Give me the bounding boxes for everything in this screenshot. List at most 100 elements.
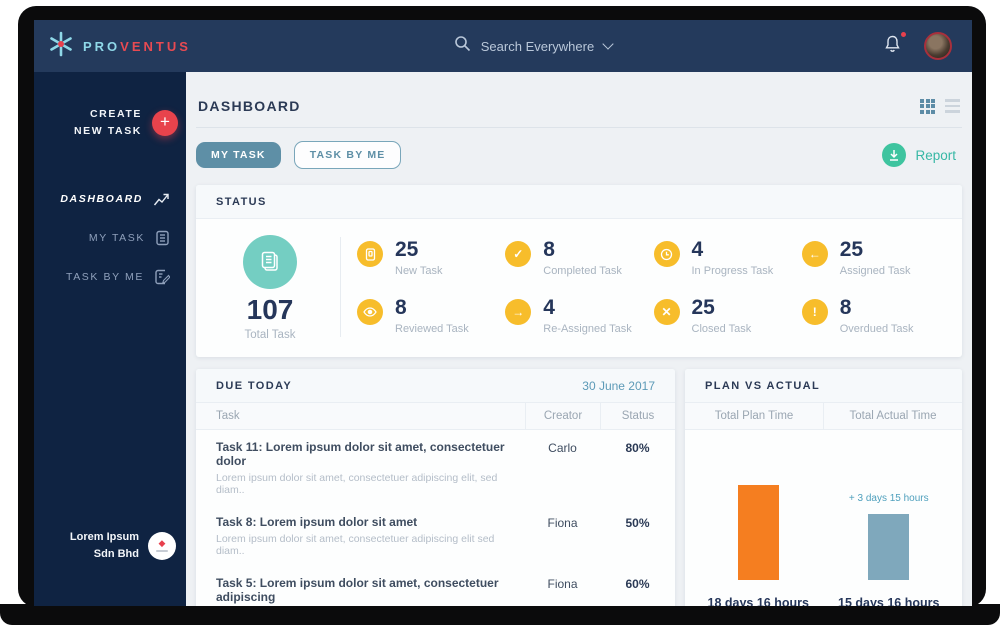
title-divider — [196, 127, 962, 128]
status-panel: STATUS 107 Total — [196, 185, 962, 357]
tab-task-by-me[interactable]: TASK BY ME — [293, 141, 402, 169]
topbar-right — [822, 31, 972, 60]
total-task-label: Total Task — [244, 329, 296, 341]
snowflake-logo-icon — [48, 31, 74, 62]
clock-icon — [653, 241, 680, 267]
bell-icon — [885, 35, 900, 52]
column-total-plan-time: Total Plan Time — [714, 410, 794, 422]
notifications-button[interactable] — [883, 31, 906, 59]
due-today-panel: DUE TODAY 30 June 2017 Task Creator Stat… — [196, 369, 675, 606]
company-account[interactable]: Lorem Ipsum Sdn Bhd ◆ — [70, 529, 176, 562]
task-creator: Fiona — [547, 577, 578, 591]
plan-vs-actual-panel: PLAN VS ACTUAL Total Plan Time Total Act… — [685, 369, 962, 606]
stat-reviewed-task: 8 Reviewed Task — [357, 297, 499, 335]
actual-time-value: 15 days 16 hours — [838, 596, 940, 606]
actual-column: + 3 days 15 hours 15 days 16 hours ✓ 35 … — [824, 458, 955, 606]
sidebar-item-label: MY TASK — [88, 231, 145, 244]
plus-icon[interactable]: + — [152, 110, 178, 137]
sidebar-item-label: TASK BY ME — [65, 270, 144, 283]
exclamation-icon: ! — [801, 299, 828, 325]
plan-time-value: 18 days 16 hours — [707, 596, 809, 606]
task-title: Task 11: Lorem ipsum dolor sit amet, con… — [216, 440, 505, 468]
trend-chart-icon — [153, 193, 169, 206]
global-search[interactable]: Search Everywhere — [244, 35, 822, 57]
notification-dot — [901, 31, 906, 37]
due-today-table-header: Task Creator Status — [196, 402, 675, 430]
column-creator: Creator — [525, 402, 600, 430]
arrow-right-icon: → — [505, 299, 532, 325]
report-label: Report — [915, 147, 956, 163]
plan-column: 18 days 16 hours ✓ 35 Task — [693, 458, 824, 606]
task-subtitle: Lorem ipsum dolor sit amet, consectetuer… — [216, 533, 495, 557]
chevron-down-icon — [602, 38, 614, 50]
badge-text-line — [156, 550, 168, 552]
body-row: CREATE NEW TASK + DASHBOARD MY TASK — [34, 72, 972, 606]
list-view-icon[interactable] — [945, 99, 960, 113]
main-content: DASHBOARD MY TASK TASK BY ME — [186, 72, 972, 606]
grid-view-icon[interactable] — [920, 98, 935, 114]
diamond-logo-icon: ◆ — [158, 538, 166, 548]
company-name: Lorem Ipsum Sdn Bhd — [69, 531, 139, 560]
actual-bar — [868, 514, 910, 580]
status-panel-title: STATUS — [216, 195, 267, 208]
task-title: Task 5: Lorem ipsum dolor sit amet, cons… — [216, 576, 499, 604]
eye-icon — [357, 299, 383, 325]
sidebar-item-task-by-me[interactable]: TASK BY ME — [34, 266, 170, 288]
company-badge[interactable]: ◆ — [148, 531, 176, 560]
stat-completed-task: ✓ 8 Completed Task — [505, 239, 647, 277]
column-total-actual-time: Total Actual Time — [823, 403, 962, 429]
task-creator: Carlo — [548, 441, 577, 455]
search-label: Search Everywhere — [480, 38, 595, 54]
total-task-block: 107 Total Task — [210, 233, 330, 341]
sidebar-item-dashboard[interactable]: DASHBOARD — [34, 189, 170, 210]
plan-vs-actual-columns: Total Plan Time Total Actual Time — [685, 403, 962, 430]
task-creator: Fiona — [547, 516, 578, 530]
close-icon: ✕ — [653, 299, 680, 325]
task-title: Task 8: Lorem ipsum dolor sit amet — [216, 515, 418, 529]
table-row[interactable]: Task 5: Lorem ipsum dolor sit amet, cons… — [196, 566, 675, 606]
tabs-row: MY TASK TASK BY ME Report — [196, 141, 962, 169]
page-title: DASHBOARD — [198, 98, 301, 114]
laptop-frame-bottom — [0, 604, 1000, 625]
due-today-title: DUE TODAY — [216, 379, 293, 392]
divider — [340, 237, 341, 337]
stat-re-assigned-task: → 4 Re-Assigned Task — [505, 297, 647, 335]
tab-my-task[interactable]: MY TASK — [196, 142, 281, 168]
table-row[interactable]: Task 11: Lorem ipsum dolor sit amet, con… — [196, 430, 675, 505]
time-delta-label: + 3 days 15 hours — [848, 493, 929, 504]
sidebar-item-label: DASHBOARD — [60, 193, 143, 206]
due-today-date[interactable]: 30 June 2017 — [582, 378, 655, 393]
document-icon — [357, 241, 383, 267]
plan-vs-actual-chart: 18 days 16 hours ✓ 35 Task + 3 days 15 h… — [685, 430, 962, 606]
download-icon — [882, 143, 907, 167]
status-stats-grid: 25 New Task ✓ 8 Completed Task — [357, 233, 944, 341]
document-edit-icon — [155, 269, 170, 284]
sidebar-item-my-task[interactable]: MY TASK — [34, 227, 170, 249]
arrow-left-icon: ← — [801, 241, 828, 267]
document-icon — [156, 230, 169, 245]
task-subtitle: Lorem ipsum dolor sit amet, consectetuer… — [216, 472, 498, 496]
create-new-task-button[interactable]: CREATE NEW TASK + — [34, 106, 186, 141]
sidebar-menu: DASHBOARD MY TASK TA — [34, 189, 186, 288]
task-status: 50% — [625, 516, 650, 530]
plan-vs-actual-title: PLAN VS ACTUAL — [705, 379, 821, 392]
stat-in-progress-task: 4 In Progress Task — [653, 239, 796, 277]
report-button[interactable]: Report — [882, 143, 962, 167]
stat-new-task: 25 New Task — [357, 239, 499, 277]
user-avatar[interactable] — [924, 32, 952, 60]
search-icon — [454, 35, 471, 57]
create-new-task-label: CREATE NEW TASK — [73, 108, 142, 138]
check-icon: ✓ — [505, 241, 532, 267]
documents-icon — [243, 235, 297, 289]
task-status: 80% — [625, 441, 650, 455]
logo-text: PROVENTUS — [83, 38, 191, 54]
table-row[interactable]: Task 8: Lorem ipsum dolor sit amet Lorem… — [196, 505, 675, 566]
stat-assigned-task: ← 25 Assigned Task — [801, 239, 944, 277]
logo[interactable]: PROVENTUS — [34, 31, 244, 62]
sidebar: CREATE NEW TASK + DASHBOARD MY TASK — [34, 72, 186, 606]
total-task-value: 107 — [246, 294, 294, 325]
column-status: Status — [600, 402, 675, 430]
stat-overdued-task: ! 8 Overdued Task — [801, 297, 944, 335]
app-window: PROVENTUS Search Everywhere — [34, 20, 972, 606]
